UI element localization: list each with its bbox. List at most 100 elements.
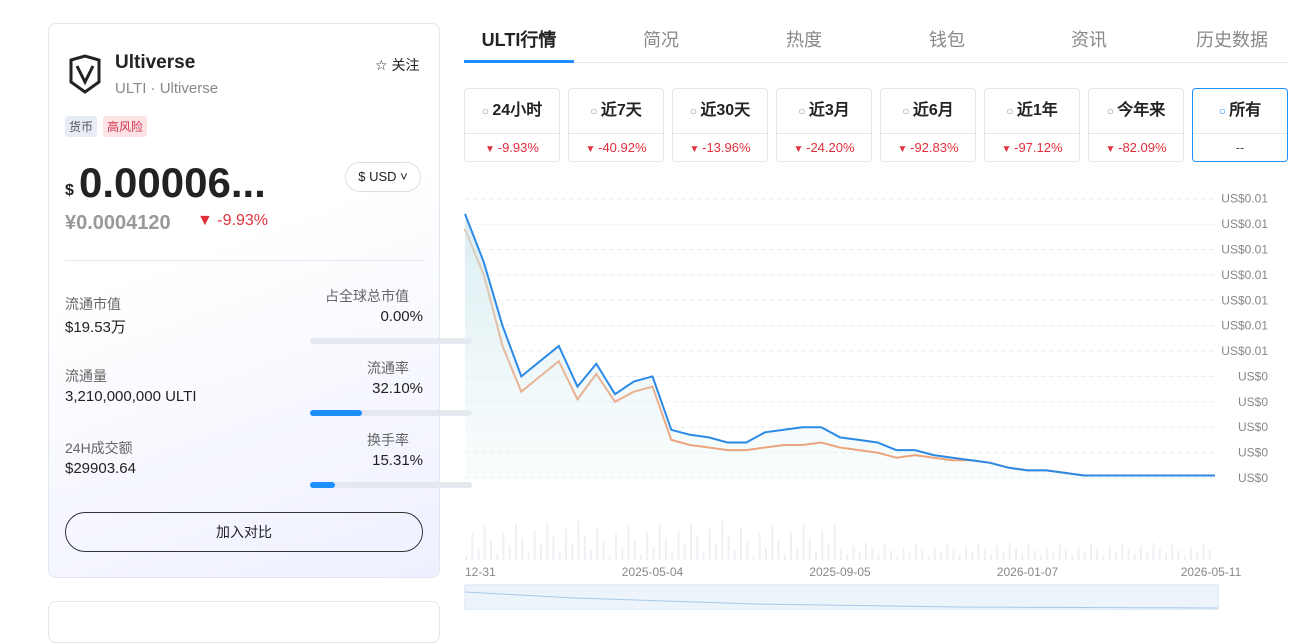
volume-bar: [627, 525, 630, 560]
tab[interactable]: ULTI行情: [481, 30, 557, 50]
currency[interactable]: $ USD: [358, 169, 397, 184]
radio[interactable]: ○: [590, 104, 601, 118]
volume-bar: [996, 545, 999, 560]
volume-bar: [508, 546, 511, 560]
price-change: ▼ -9.93%: [197, 212, 268, 229]
x-tick-label: 2025-09-05: [809, 565, 871, 579]
volume-bar: [727, 535, 730, 560]
period-header[interactable]: ○ 近30天: [673, 89, 767, 134]
volume-bar: [1108, 546, 1111, 560]
y-tick-label: US$0: [1238, 420, 1268, 434]
period-header[interactable]: ○ 所有: [1193, 89, 1287, 134]
period-header[interactable]: ○ 近1年: [985, 89, 1079, 134]
line: [464, 213, 1215, 477]
volume-bar: [827, 544, 830, 560]
tag: 高风险: [103, 116, 148, 137]
volume-bar: [540, 544, 542, 560]
volume-bar: [1052, 553, 1055, 560]
area: [465, 213, 1215, 478]
period-change-row: ▼ -24.20%: [777, 134, 871, 164]
radio[interactable]: ○: [902, 104, 913, 118]
volume-bar: [652, 546, 655, 560]
volume-bar: [558, 551, 561, 560]
progress-track: [310, 338, 472, 344]
period-label[interactable]: 近7天: [600, 102, 642, 119]
volume-bar: [640, 554, 642, 560]
volume-bar: [565, 528, 567, 560]
period-change: -82.09%: [1118, 140, 1167, 155]
period-option[interactable]: ○ 近30天 ▼ -13.96%: [672, 88, 768, 162]
radio[interactable]: ○: [1218, 104, 1230, 118]
period-option[interactable]: ○ 近6月 ▼ -92.83%: [880, 88, 976, 162]
radio[interactable]: ○: [798, 104, 809, 118]
volume-bar: [771, 525, 774, 560]
down-arrow: ▼: [1105, 144, 1119, 155]
volume-bar: [965, 546, 967, 560]
volume-bar: [571, 543, 574, 560]
period-header[interactable]: ○ 今年来: [1089, 89, 1183, 134]
period-option[interactable]: ○ 今年来 ▼ -82.09%: [1088, 88, 1184, 162]
radio[interactable]: ○: [481, 104, 493, 118]
volume-bar: [1002, 551, 1005, 560]
volume-bar: [833, 522, 836, 560]
stat-label: 换手率: [367, 432, 409, 448]
volume-bar: [1158, 548, 1161, 560]
stat-value: 15.31%: [372, 452, 423, 469]
volume-bar: [783, 554, 786, 560]
volume-bar: [1208, 550, 1211, 560]
follow-button[interactable]: ☆ 关注: [375, 57, 420, 73]
period-option[interactable]: ○ 所有 --: [1192, 88, 1288, 162]
volume-bar: [802, 524, 805, 560]
volume-bar: [1015, 548, 1017, 560]
radio[interactable]: ○: [1106, 104, 1118, 118]
period-label[interactable]: 近30天: [700, 102, 751, 119]
divider: [65, 260, 423, 261]
period-option[interactable]: ○ 近3月 ▼ -24.20%: [776, 88, 872, 162]
tab[interactable]: 热度: [786, 30, 822, 50]
radio[interactable]: ○: [689, 104, 701, 118]
volume-bar: [690, 522, 692, 560]
price: 0.00006...: [79, 159, 266, 206]
period-label[interactable]: 近6月: [912, 102, 954, 119]
down-arrow: ▼: [689, 144, 703, 155]
period-header[interactable]: ○ 24小时: [465, 89, 559, 134]
y-tick-label: US$0.01: [1221, 319, 1268, 333]
currency-select[interactable]: $ USD ˅: [345, 162, 421, 192]
compare-button[interactable]: 加入对比: [65, 512, 423, 552]
tab[interactable]: 简况: [643, 30, 679, 50]
stat-value: 32.10%: [372, 380, 423, 397]
x-tick-label: 2026-01-07: [997, 565, 1059, 579]
period-header[interactable]: ○ 近6月: [881, 89, 975, 134]
down-arrow: ▼: [897, 144, 911, 155]
radio[interactable]: ○: [1006, 104, 1017, 118]
volume-bar: [615, 533, 617, 560]
volume-bar: [1090, 544, 1092, 560]
volume-bar: [877, 553, 880, 560]
y-tick-label: US$0.01: [1221, 242, 1268, 256]
period-label[interactable]: 今年来: [1117, 102, 1166, 119]
period-label[interactable]: 所有: [1229, 102, 1262, 119]
volume-bar: [790, 532, 792, 560]
period-label[interactable]: 近3月: [808, 102, 850, 119]
period-option[interactable]: ○ 24小时 ▼ -9.93%: [464, 88, 560, 162]
volume-bar: [483, 525, 486, 560]
period-option[interactable]: ○ 近1年 ▼ -97.12%: [984, 88, 1080, 162]
volume-bar: [896, 556, 899, 560]
volume-bar: [552, 536, 555, 560]
navigator-line: [464, 591, 1219, 609]
volume-bar: [871, 548, 874, 560]
tab[interactable]: 钱包: [929, 30, 965, 50]
tab[interactable]: 资讯: [1071, 30, 1107, 50]
period-header[interactable]: ○ 近7天: [569, 89, 663, 134]
follow-label[interactable]: 关注: [391, 57, 420, 73]
period-header[interactable]: ○ 近3月: [777, 89, 871, 134]
volume-bar: [1046, 547, 1049, 560]
period-label[interactable]: 近1年: [1016, 102, 1058, 119]
volume-bar: [1133, 554, 1136, 560]
volume-bar: [496, 554, 499, 560]
period-change: -97.12%: [1014, 140, 1063, 155]
tab[interactable]: 历史数据: [1196, 30, 1268, 50]
period-option[interactable]: ○ 近7天 ▼ -40.92%: [568, 88, 664, 162]
navigator[interactable]: [464, 584, 1219, 610]
period-label[interactable]: 24小时: [492, 102, 543, 119]
